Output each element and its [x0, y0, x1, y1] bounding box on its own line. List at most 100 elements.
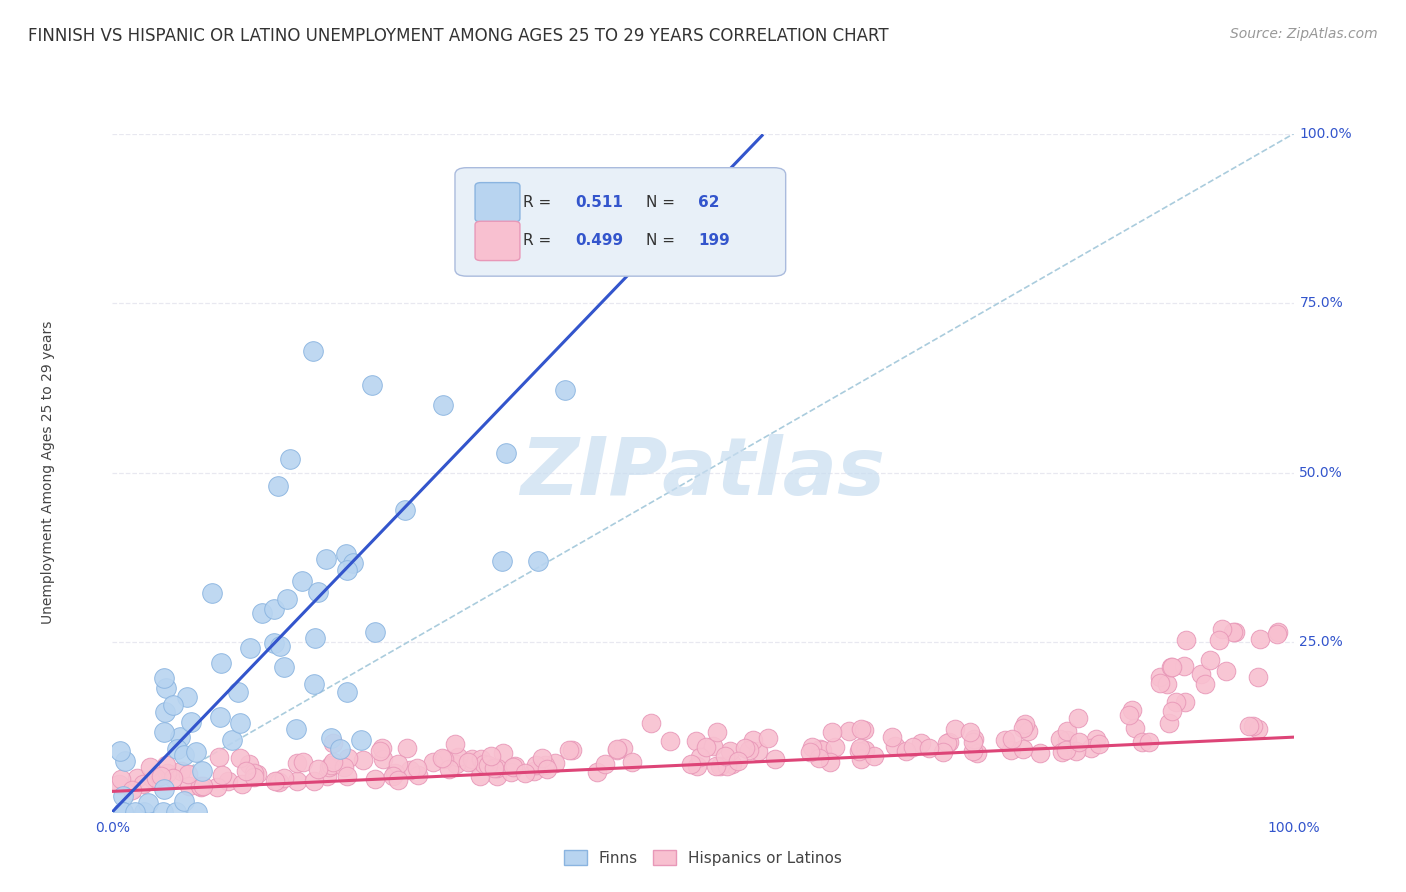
Point — [285, 756, 308, 771]
Point — [503, 758, 526, 772]
Point — [162, 698, 184, 713]
Point — [1088, 737, 1111, 751]
Point — [125, 771, 148, 785]
Point — [689, 750, 711, 764]
Point — [811, 743, 834, 757]
Point — [706, 724, 728, 739]
Point — [398, 763, 420, 777]
Point — [124, 805, 146, 819]
Point — [315, 551, 337, 566]
Text: 0.499: 0.499 — [575, 234, 624, 248]
Text: N =: N = — [647, 234, 681, 248]
Point — [606, 742, 628, 756]
Text: 62: 62 — [699, 194, 720, 210]
Point — [502, 760, 524, 774]
Point — [679, 756, 702, 771]
Point — [188, 779, 211, 793]
Point — [485, 762, 508, 776]
Point — [472, 757, 495, 772]
Point — [322, 756, 344, 770]
Point — [702, 739, 724, 753]
Point — [319, 757, 342, 772]
Point — [1175, 632, 1198, 647]
Point — [1067, 735, 1090, 749]
Point — [756, 731, 779, 746]
Point — [221, 732, 243, 747]
Point — [342, 556, 364, 570]
Point — [149, 769, 172, 783]
Point — [370, 741, 392, 756]
Point — [880, 730, 903, 744]
Point — [1017, 724, 1039, 739]
Point — [1118, 707, 1140, 722]
Point — [492, 746, 515, 760]
Point — [479, 748, 502, 763]
Point — [336, 685, 359, 699]
Text: 25.0%: 25.0% — [1299, 635, 1343, 649]
Point — [395, 740, 418, 755]
Point — [239, 641, 262, 656]
Point — [364, 772, 387, 786]
Point — [371, 751, 394, 765]
Point — [461, 756, 484, 770]
Point — [446, 750, 468, 764]
Point — [482, 761, 505, 775]
Point — [849, 741, 872, 756]
Point — [273, 771, 295, 785]
Text: 75.0%: 75.0% — [1299, 296, 1343, 310]
Point — [1211, 623, 1233, 637]
Point — [430, 751, 453, 765]
Point — [229, 751, 252, 765]
Legend: Finns, Hispanics or Latinos: Finns, Hispanics or Latinos — [558, 844, 848, 871]
Point — [180, 714, 202, 729]
Point — [1050, 745, 1073, 759]
FancyBboxPatch shape — [456, 168, 786, 277]
Point — [235, 764, 257, 779]
Point — [714, 749, 737, 764]
Text: 0.511: 0.511 — [575, 194, 623, 210]
Point — [491, 554, 513, 568]
Point — [361, 377, 384, 392]
Point — [612, 740, 634, 755]
Point — [217, 774, 239, 789]
Point — [849, 722, 872, 736]
Point — [337, 751, 360, 765]
Point — [302, 774, 325, 789]
Point — [1080, 741, 1102, 756]
Point — [1199, 652, 1222, 666]
Point — [269, 639, 291, 653]
Point — [208, 749, 231, 764]
Point — [962, 735, 984, 749]
Point — [246, 766, 269, 780]
Point — [226, 685, 249, 699]
Point — [718, 743, 741, 757]
Point — [336, 563, 359, 577]
Text: 100.0%: 100.0% — [1299, 127, 1353, 141]
Point — [406, 761, 429, 775]
Point — [108, 744, 131, 758]
Point — [470, 752, 492, 766]
Point — [1161, 660, 1184, 674]
Point — [485, 769, 508, 783]
Point — [238, 757, 260, 772]
Point — [228, 715, 250, 730]
Point — [368, 744, 391, 758]
Point — [1222, 624, 1244, 639]
Point — [437, 762, 460, 776]
Point — [121, 783, 143, 797]
Text: ZIPatlas: ZIPatlas — [520, 434, 886, 512]
Point — [1121, 703, 1143, 717]
Point — [422, 755, 444, 769]
Point — [336, 769, 359, 783]
Point — [352, 753, 374, 767]
Point — [1130, 735, 1153, 749]
Point — [173, 794, 195, 808]
Point — [291, 574, 314, 588]
Text: Unemployment Among Ages 25 to 29 years: Unemployment Among Ages 25 to 29 years — [41, 321, 55, 624]
Point — [205, 780, 228, 794]
Point — [853, 723, 876, 737]
Point — [727, 754, 749, 768]
Point — [190, 780, 212, 794]
Text: 199: 199 — [699, 234, 730, 248]
Point — [704, 759, 727, 773]
